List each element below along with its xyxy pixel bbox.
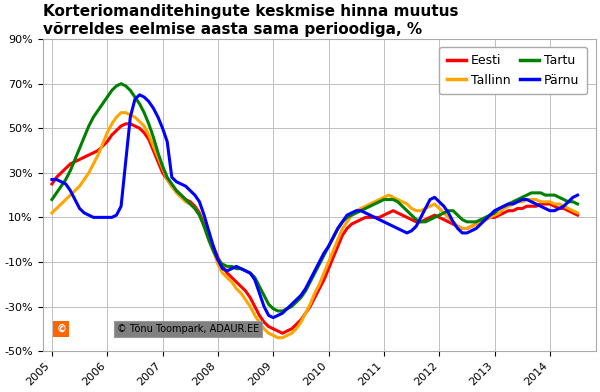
Tartu <box>518 195 526 200</box>
Pärnu <box>136 93 143 97</box>
Tartu <box>574 201 581 206</box>
Eesti <box>173 188 180 193</box>
Legend: Eesti, Tallinn, Tartu, Pärnu: Eesti, Tallinn, Tartu, Pärnu <box>439 47 587 94</box>
Pärnu <box>49 177 56 182</box>
Tallinn <box>173 191 180 195</box>
Pärnu <box>224 269 231 273</box>
Pärnu <box>518 197 526 202</box>
Tartu <box>173 188 180 193</box>
Tallinn <box>251 313 259 318</box>
Tartu <box>122 83 129 88</box>
Pärnu <box>574 193 581 198</box>
Eesti <box>224 271 231 276</box>
Eesti <box>118 123 125 128</box>
Pärnu <box>376 217 383 222</box>
Pärnu <box>251 278 259 282</box>
Line: Eesti: Eesti <box>52 124 578 333</box>
Text: Korteriomanditehingute keskmise hinna muutus
võrreldes eelmise aasta sama perioo: Korteriomanditehingute keskmise hinna mu… <box>43 4 458 36</box>
Tallinn <box>574 211 581 215</box>
Tartu <box>224 264 231 269</box>
Eesti <box>574 213 581 218</box>
Pärnu <box>118 204 125 209</box>
Pärnu <box>269 315 277 320</box>
Eesti <box>518 206 526 211</box>
Line: Pärnu: Pärnu <box>52 95 578 318</box>
Line: Tallinn: Tallinn <box>52 113 578 338</box>
Tartu <box>118 81 125 86</box>
Tallinn <box>274 335 281 340</box>
Text: © Tõnu Toompark, ADAUR.EE: © Tõnu Toompark, ADAUR.EE <box>117 324 259 334</box>
Eesti <box>49 181 56 186</box>
Tallinn <box>122 110 129 115</box>
Tallinn <box>118 110 125 115</box>
Eesti <box>376 215 383 220</box>
Eesti <box>122 122 129 126</box>
Tallinn <box>376 197 383 202</box>
Eesti <box>279 331 286 336</box>
Tartu <box>251 275 259 280</box>
Tallinn <box>224 275 231 280</box>
Tallinn <box>49 211 56 215</box>
Line: Tartu: Tartu <box>52 83 578 311</box>
Tartu <box>376 200 383 204</box>
Tallinn <box>518 200 526 204</box>
Pärnu <box>173 180 180 184</box>
Tartu <box>49 197 56 202</box>
Eesti <box>251 304 259 309</box>
Tartu <box>274 309 281 313</box>
Text: ©: © <box>56 324 66 334</box>
